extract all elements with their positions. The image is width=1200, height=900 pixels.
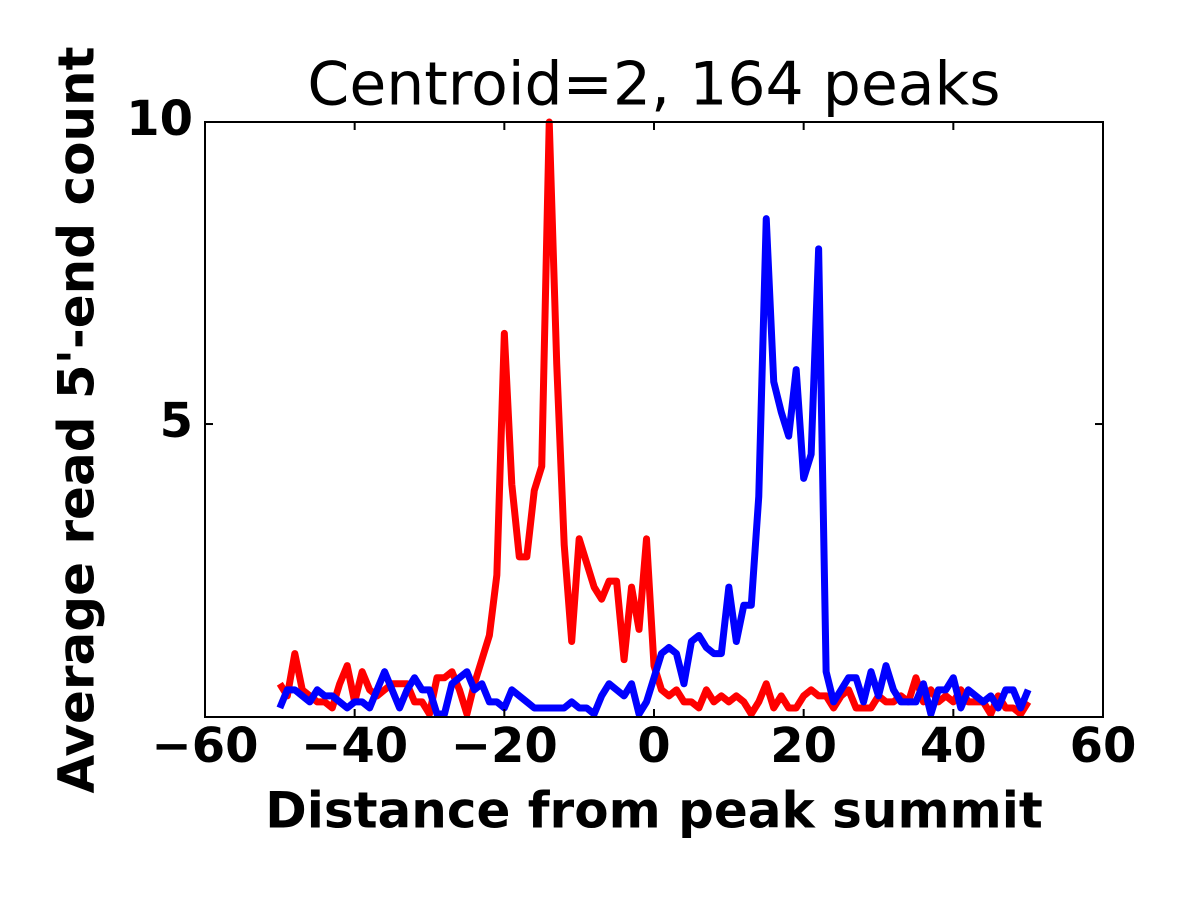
y-tick-label: 10 bbox=[126, 91, 193, 147]
data-line bbox=[276, 215, 1032, 718]
x-tick-label: −40 bbox=[301, 718, 408, 774]
data-line bbox=[276, 118, 1032, 718]
x-tick-label: −60 bbox=[151, 718, 258, 774]
x-tick-label: 20 bbox=[770, 718, 837, 774]
x-tick-label: 60 bbox=[1070, 718, 1137, 774]
chart-title: Centroid=2, 164 peaks bbox=[307, 50, 1000, 120]
x-axis-label: Distance from peak summit bbox=[265, 782, 1043, 840]
y-tick-label: 5 bbox=[160, 393, 193, 449]
y-axis-label: Average read 5'-end count bbox=[48, 46, 106, 793]
x-tick-label: 0 bbox=[637, 718, 670, 774]
x-tick-label: 40 bbox=[920, 718, 987, 774]
x-tick-label: −20 bbox=[451, 718, 558, 774]
